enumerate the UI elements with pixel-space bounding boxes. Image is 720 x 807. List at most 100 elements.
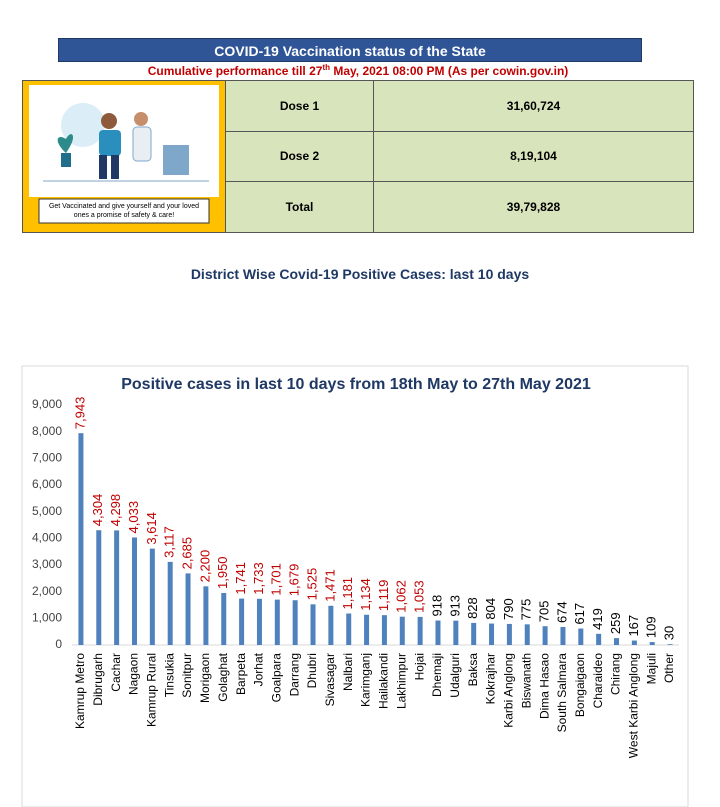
poster-cell: Get Vaccinated and give yourself and you… bbox=[22, 80, 226, 233]
x-tick-label: Kamrup Rural bbox=[145, 653, 159, 727]
x-tick-label: Barpeta bbox=[234, 653, 248, 695]
bar bbox=[667, 644, 673, 645]
bar bbox=[524, 624, 530, 645]
bar bbox=[185, 573, 191, 645]
nurse-body bbox=[132, 126, 152, 162]
chart-title: Positive cases in last 10 days from 18th… bbox=[121, 376, 591, 393]
plant bbox=[57, 134, 74, 153]
vaccination-table: Get Vaccinated and give yourself and you… bbox=[22, 80, 694, 233]
value-label: 3,117 bbox=[162, 526, 177, 558]
bar bbox=[560, 627, 566, 645]
value-label: 1,525 bbox=[304, 568, 319, 601]
x-tick-label: Dibrugarh bbox=[91, 653, 105, 706]
y-tick-label: 8,000 bbox=[32, 424, 62, 438]
row-label: Dose 2 bbox=[225, 130, 374, 183]
bar bbox=[346, 613, 352, 645]
poster: Get Vaccinated and give yourself and you… bbox=[29, 85, 219, 224]
bar bbox=[417, 616, 423, 645]
y-tick-label: 2,000 bbox=[32, 584, 62, 598]
y-tick-label: 6,000 bbox=[32, 477, 62, 491]
bar bbox=[328, 605, 334, 645]
subtitle-sup: th bbox=[322, 63, 330, 72]
x-tick-label: Chirang bbox=[609, 653, 623, 695]
value-label: 2,685 bbox=[179, 537, 194, 570]
x-tick-label: Bongaigaon bbox=[573, 653, 587, 717]
y-tick-label: 1,000 bbox=[32, 611, 62, 625]
bar bbox=[114, 530, 120, 645]
value-label: 3,614 bbox=[144, 512, 159, 545]
bar bbox=[453, 620, 459, 645]
header-subtitle: Cumulative performance till 27th May, 20… bbox=[22, 63, 694, 78]
bar bbox=[614, 638, 620, 645]
x-tick-label: Tinsukia bbox=[162, 653, 176, 698]
section-title: District Wise Covid-19 Positive Cases: l… bbox=[190, 266, 530, 282]
x-tick-label: South Salmara bbox=[555, 653, 569, 733]
bar bbox=[489, 623, 495, 645]
patient-head bbox=[101, 113, 117, 129]
patient-body bbox=[99, 130, 121, 156]
x-tick-label: Nalbari bbox=[341, 653, 355, 691]
subtitle-text: May, 2021 08:00 PM (As per cowin.gov.in) bbox=[330, 64, 569, 78]
value-label: 30 bbox=[662, 626, 677, 640]
x-tick-label: Darrang bbox=[287, 653, 301, 696]
bar bbox=[506, 623, 512, 645]
x-tick-label: Nagaon bbox=[127, 653, 141, 695]
x-tick-label: Kamrup Metro bbox=[73, 653, 87, 729]
value-label: 1,471 bbox=[322, 569, 337, 602]
y-tick-label: 0 bbox=[55, 637, 62, 651]
row-label: Total bbox=[225, 181, 374, 233]
poster-caption: Get Vaccinated and give yourself and you… bbox=[48, 203, 200, 219]
x-tick-label: Hojai bbox=[412, 653, 426, 680]
nurse-head bbox=[134, 112, 148, 126]
bar bbox=[203, 586, 209, 645]
value-label: 4,033 bbox=[126, 501, 141, 534]
value-label: 1,119 bbox=[376, 580, 391, 612]
value-label: 1,679 bbox=[287, 564, 302, 597]
bar bbox=[149, 548, 155, 645]
x-tick-label: Morigaon bbox=[198, 653, 212, 703]
x-tick-label: Kokrajhar bbox=[484, 653, 498, 704]
bar bbox=[381, 615, 387, 645]
x-tick-label: West Karbi Anglong bbox=[627, 653, 641, 758]
x-tick-label: Goalpara bbox=[269, 653, 283, 703]
bar bbox=[435, 620, 441, 645]
value-label: 109 bbox=[644, 616, 659, 638]
x-tick-label: Karimganj bbox=[359, 653, 373, 707]
bar bbox=[310, 604, 316, 645]
x-tick-label: Lakhimpur bbox=[394, 653, 408, 709]
value-label: 674 bbox=[554, 601, 569, 623]
y-tick-label: 5,000 bbox=[32, 504, 62, 518]
value-label: 419 bbox=[590, 608, 605, 630]
patient-leg bbox=[99, 155, 107, 179]
bar bbox=[649, 642, 655, 645]
bar bbox=[78, 433, 84, 645]
row-label: Dose 1 bbox=[225, 80, 374, 132]
row-value: 31,60,724 bbox=[373, 80, 694, 132]
value-label: 1,733 bbox=[251, 562, 266, 595]
bar bbox=[631, 640, 637, 645]
value-label: 4,304 bbox=[90, 494, 105, 527]
bar bbox=[221, 593, 227, 645]
value-label: 259 bbox=[608, 612, 623, 634]
chart-frame bbox=[21, 365, 689, 807]
y-tick-label: 3,000 bbox=[32, 557, 62, 571]
value-label: 1,053 bbox=[412, 580, 427, 613]
poster-bg bbox=[29, 85, 219, 197]
value-label: 1,701 bbox=[269, 563, 284, 596]
value-label: 617 bbox=[572, 603, 587, 625]
x-tick-label: Sonitpur bbox=[180, 653, 194, 698]
bar bbox=[239, 598, 245, 645]
patient-leg bbox=[111, 155, 119, 179]
subtitle-text: Cumulative performance till 27 bbox=[147, 64, 323, 78]
y-tick-label: 4,000 bbox=[32, 531, 62, 545]
bar bbox=[274, 599, 280, 645]
value-label: 705 bbox=[537, 600, 552, 622]
x-tick-label: Other bbox=[662, 653, 676, 683]
value-label: 828 bbox=[465, 597, 480, 619]
x-tick-label: Jorhat bbox=[252, 652, 266, 686]
value-label: 804 bbox=[483, 598, 498, 620]
x-tick-label: Dhemaji bbox=[430, 653, 444, 697]
cabinet bbox=[163, 145, 189, 175]
bar bbox=[364, 614, 370, 645]
